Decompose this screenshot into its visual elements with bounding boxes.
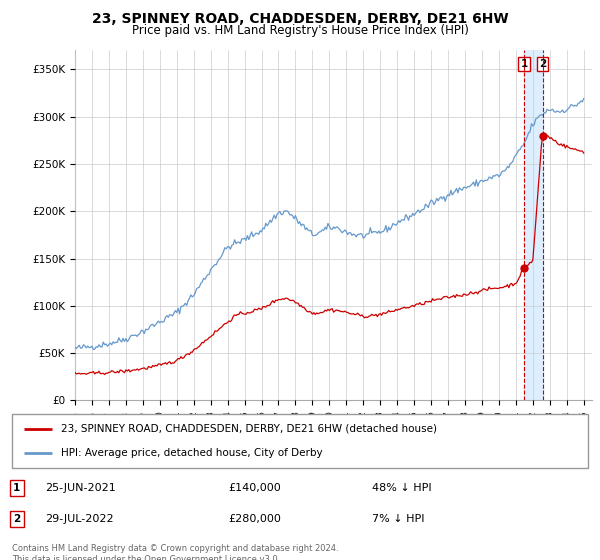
- Text: £280,000: £280,000: [228, 514, 281, 524]
- Text: 25-JUN-2021: 25-JUN-2021: [45, 483, 116, 493]
- Text: 2: 2: [539, 59, 547, 69]
- Text: Contains HM Land Registry data © Crown copyright and database right 2024.
This d: Contains HM Land Registry data © Crown c…: [12, 544, 338, 560]
- Text: 23, SPINNEY ROAD, CHADDESDEN, DERBY, DE21 6HW: 23, SPINNEY ROAD, CHADDESDEN, DERBY, DE2…: [92, 12, 508, 26]
- Text: 23, SPINNEY ROAD, CHADDESDEN, DERBY, DE21 6HW (detached house): 23, SPINNEY ROAD, CHADDESDEN, DERBY, DE2…: [61, 424, 437, 434]
- Text: 2: 2: [13, 514, 20, 524]
- Text: Price paid vs. HM Land Registry's House Price Index (HPI): Price paid vs. HM Land Registry's House …: [131, 24, 469, 37]
- Text: 1: 1: [13, 483, 20, 493]
- Text: £140,000: £140,000: [228, 483, 281, 493]
- Text: 7% ↓ HPI: 7% ↓ HPI: [372, 514, 425, 524]
- Bar: [524, 50, 542, 400]
- Text: 29-JUL-2022: 29-JUL-2022: [45, 514, 113, 524]
- Text: HPI: Average price, detached house, City of Derby: HPI: Average price, detached house, City…: [61, 448, 323, 458]
- FancyBboxPatch shape: [12, 414, 588, 468]
- Text: 1: 1: [520, 59, 527, 69]
- Text: 48% ↓ HPI: 48% ↓ HPI: [372, 483, 431, 493]
